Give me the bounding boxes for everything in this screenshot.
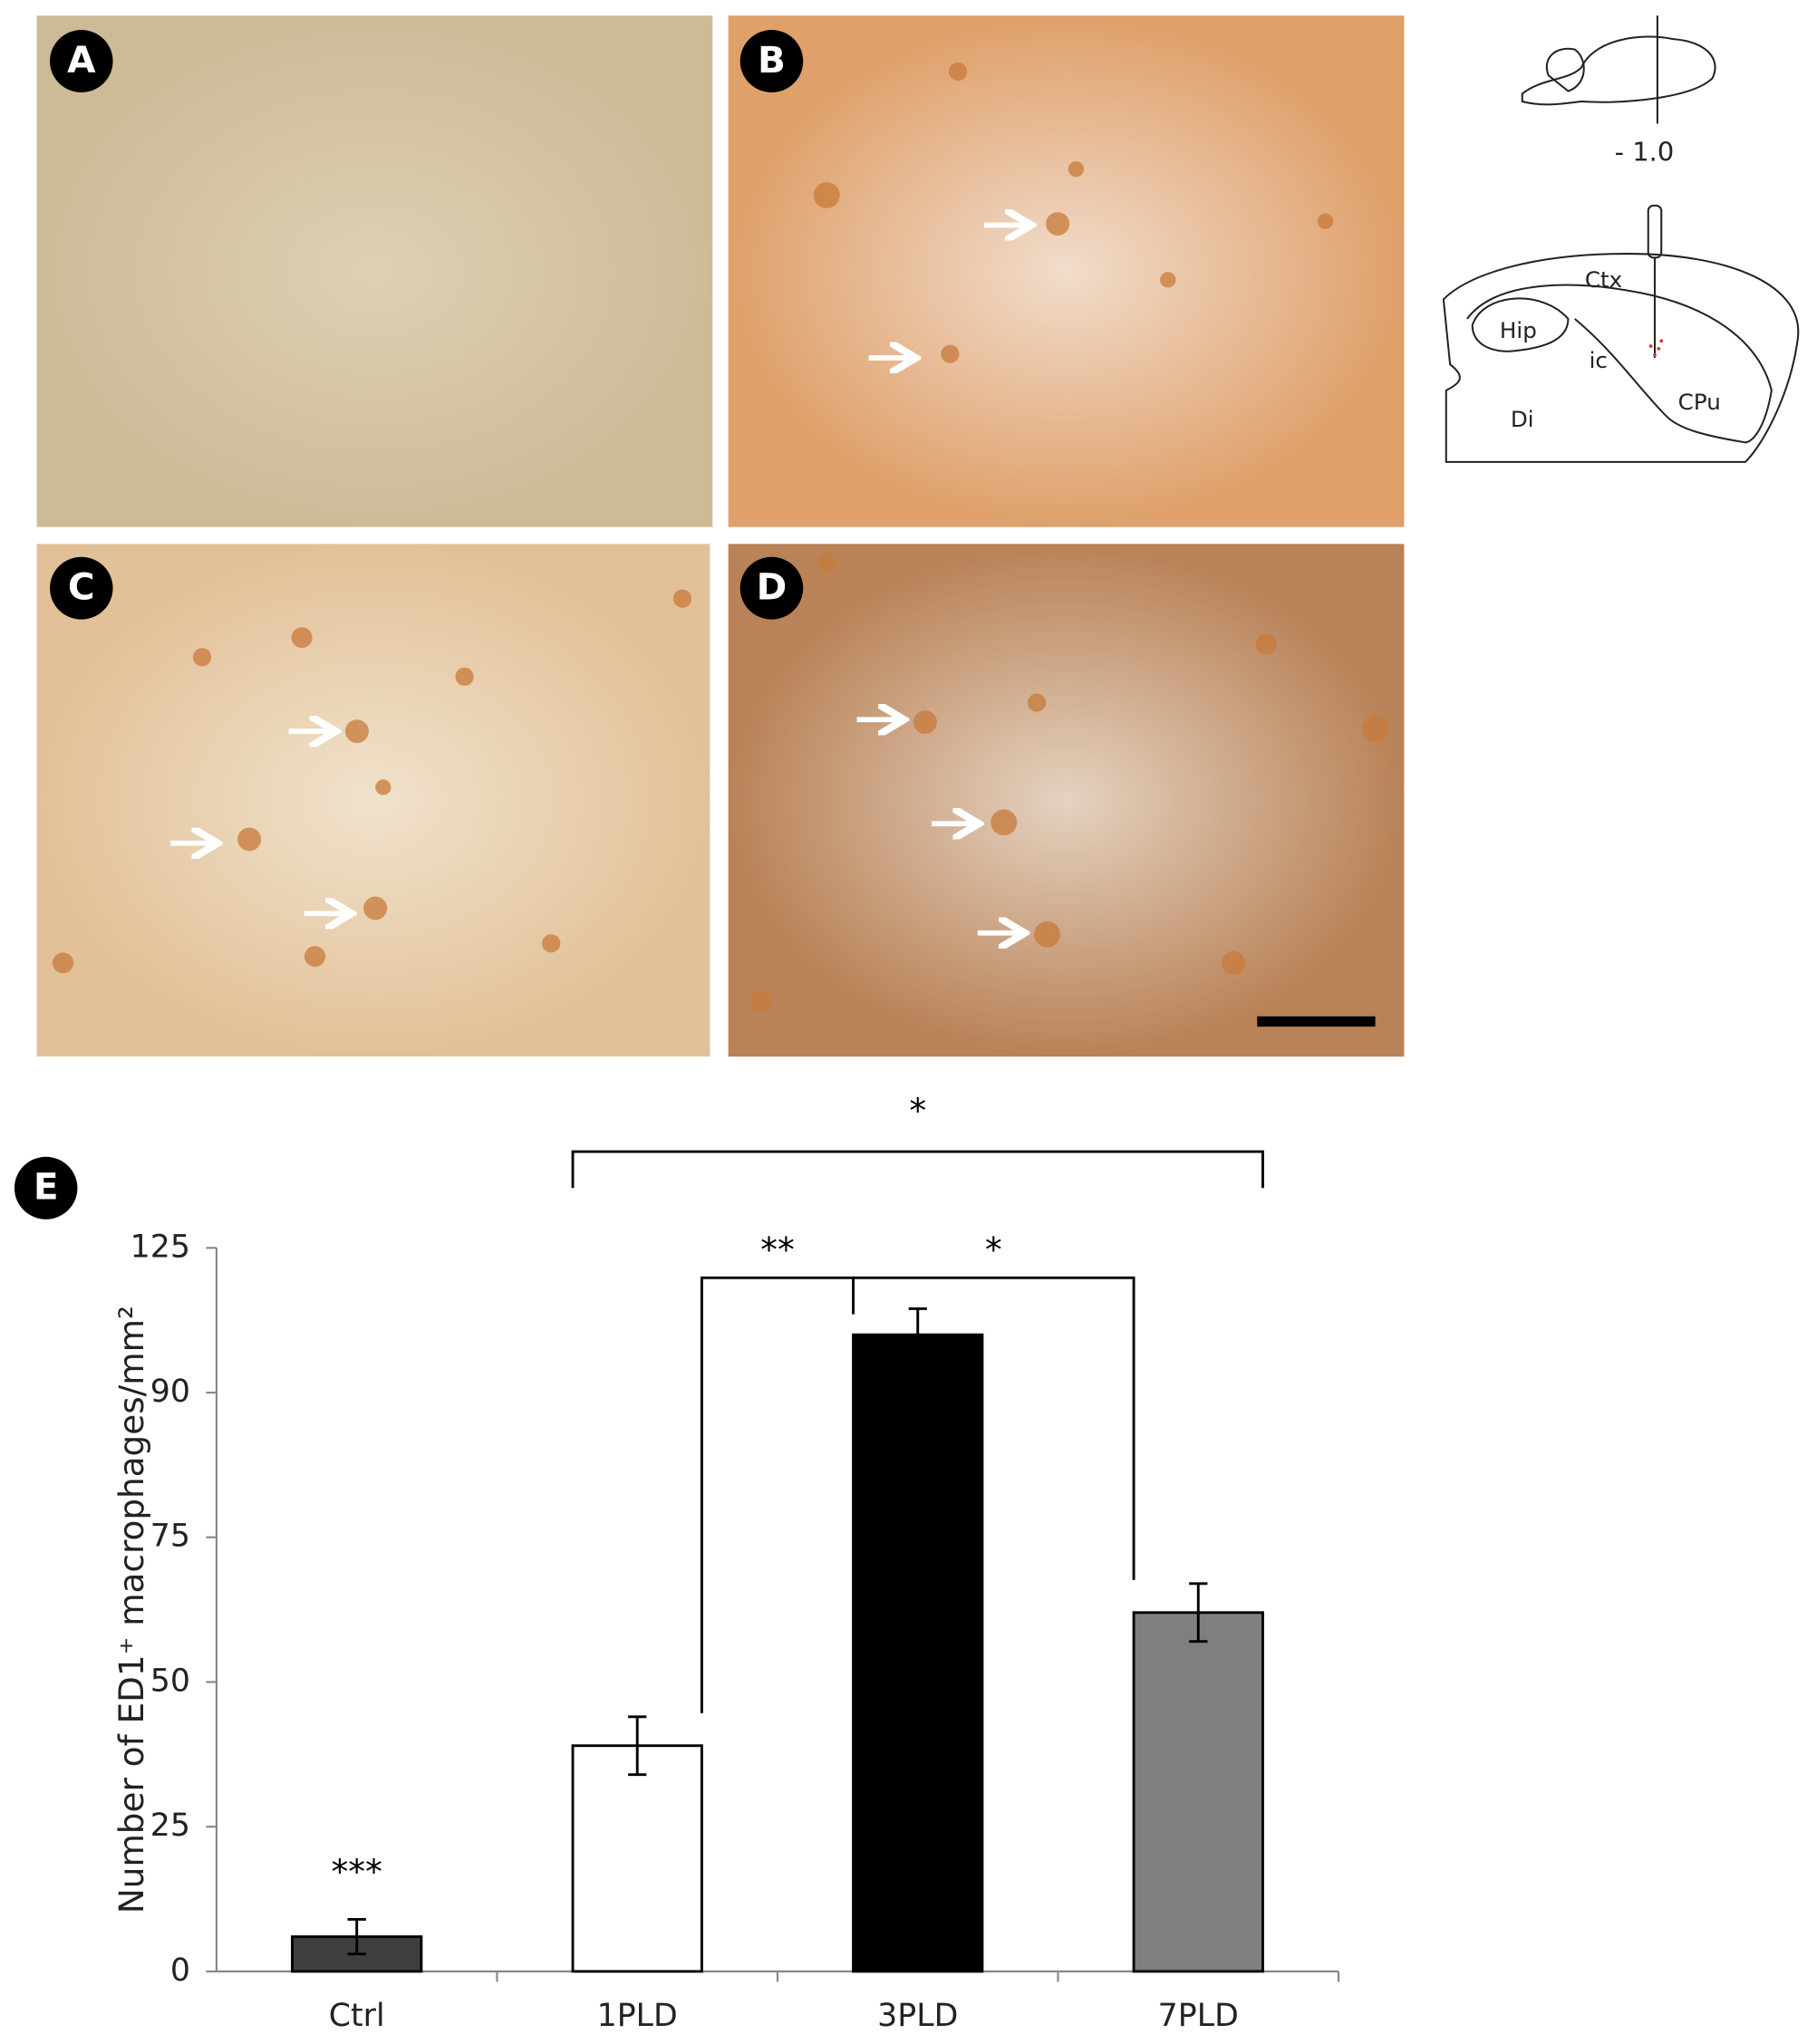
significance: *** (331, 1852, 382, 1892)
region-label: CPu (1678, 389, 1721, 415)
significance: ** (760, 1229, 795, 1269)
x-tick-label: 7PLD (1158, 1998, 1239, 2034)
panel-b-image (728, 15, 1405, 527)
region-label: Ctx (1585, 266, 1622, 293)
y-tick-label: 50 (150, 1663, 190, 1700)
panel-c-image (36, 544, 710, 1057)
region-label: Hip (1500, 317, 1537, 343)
panel-label: C (68, 566, 95, 609)
y-tick-label: 25 (150, 1808, 190, 1844)
panel-a-image (36, 15, 713, 527)
panel-labels: A B C D E (14, 30, 804, 1220)
y-tick-label: 0 (170, 1952, 190, 1989)
brain-diagram (1442, 15, 1800, 463)
bar (1132, 1611, 1264, 1973)
injection-site (1648, 339, 1664, 357)
significance: * (909, 1091, 926, 1131)
diagram-labels: - 1.0 Ctx Hip ic CPu Di (1500, 137, 1721, 432)
region-label: Di (1511, 406, 1534, 432)
panel-label: B (758, 39, 786, 82)
cells (52, 62, 1389, 1013)
coordinate-label: - 1.0 (1615, 137, 1675, 168)
region-label: ic (1590, 347, 1608, 373)
x-tick-label: 1PLD (597, 1998, 678, 2034)
significance: * (985, 1229, 1002, 1269)
bracket (571, 1150, 1264, 1189)
y-axis-title: Number of ED1⁺ macrophages/mm² (111, 1306, 151, 1914)
micrographs (36, 15, 1405, 1057)
panel-label: E (34, 1166, 59, 1209)
y-tick-label: 90 (150, 1374, 190, 1410)
y-tick-label: 125 (130, 1229, 190, 1265)
y-tick-label: 75 (150, 1519, 190, 1555)
bracket (700, 1276, 1135, 1713)
panel-label: A (67, 39, 96, 82)
bar (852, 1333, 984, 1973)
bar (571, 1744, 703, 1973)
panel-label: D (757, 566, 788, 609)
x-tick-label: 3PLD (877, 1998, 958, 2034)
x-tick-label: Ctrl (329, 1998, 385, 2034)
arrows (170, 225, 1026, 932)
panel-d-image (728, 544, 1405, 1057)
